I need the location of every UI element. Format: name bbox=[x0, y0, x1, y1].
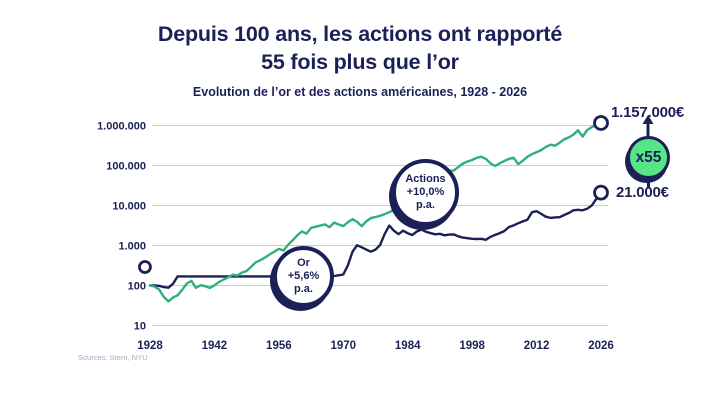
chart-subtitle: Evolution de l’or et des actions américa… bbox=[192, 85, 528, 99]
y-axis-label: 1.000.000 bbox=[97, 121, 146, 133]
actions-end-marker bbox=[593, 115, 609, 131]
multiplier-badge-label: x55 bbox=[635, 148, 662, 166]
multiplier-tail-line bbox=[647, 178, 650, 188]
x-axis-label: 1998 bbox=[459, 340, 485, 352]
multiplier-badge: x55 bbox=[627, 136, 670, 179]
actions-badge-return: +10,0% bbox=[406, 186, 445, 198]
x-axis-label: 1984 bbox=[395, 340, 421, 352]
x-axis-label: 2026 bbox=[588, 340, 614, 352]
y-axis-label: 1.000 bbox=[118, 241, 146, 253]
y-axis-label: 10 bbox=[134, 321, 146, 333]
y-axis-label: 100 bbox=[128, 281, 146, 293]
chart-header: Depuis 100 ans, les actions ont rapporté… bbox=[0, 20, 720, 99]
gold-end-value-label: 21.000€ bbox=[616, 184, 669, 201]
x-axis-label: 2012 bbox=[524, 340, 550, 352]
or-badge-name: Or bbox=[297, 257, 310, 269]
or-badge-period: p.a. bbox=[294, 283, 313, 295]
start-marker bbox=[138, 260, 152, 274]
y-axis-label: 10.000 bbox=[112, 201, 146, 213]
sources-note: Sources: Stern, NYU bbox=[78, 353, 148, 362]
page-title-line2: 55 fois plus que l’or bbox=[261, 50, 459, 74]
x-axis-label: 1928 bbox=[137, 340, 163, 352]
or-badge-return: +5,6% bbox=[287, 270, 320, 282]
series-line-or bbox=[148, 191, 603, 289]
series-line-actions bbox=[148, 121, 603, 303]
or-end-marker bbox=[593, 184, 609, 201]
actions-badge-name: Actions bbox=[405, 173, 446, 185]
x-axis-label: 1942 bbox=[202, 340, 228, 352]
actions-badge-period: p.a. bbox=[416, 199, 435, 211]
x-axis-label: 1956 bbox=[266, 340, 292, 352]
actions-growth-badge: Actions +10,0% p.a. bbox=[392, 159, 459, 226]
arrow-up-icon bbox=[642, 115, 654, 137]
y-axis-label: 100.000 bbox=[106, 161, 146, 173]
x-axis-label: 1970 bbox=[330, 340, 356, 352]
stocks-end-value-label: 1.157.000€ bbox=[611, 104, 685, 121]
page-title-line1: Depuis 100 ans, les actions ont rapporté bbox=[157, 22, 563, 46]
or-growth-badge: Or +5,6% p.a. bbox=[273, 246, 334, 307]
